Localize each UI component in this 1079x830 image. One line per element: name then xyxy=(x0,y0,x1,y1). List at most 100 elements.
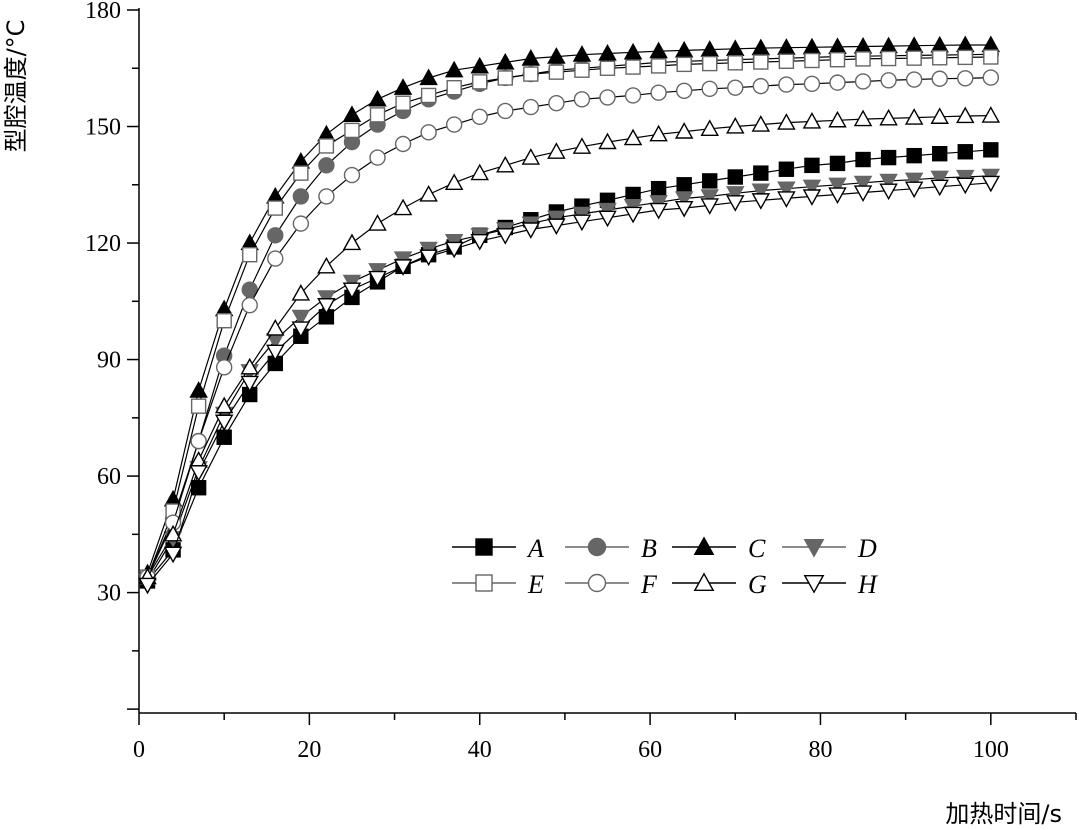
data-point-G xyxy=(291,284,311,301)
data-point-F xyxy=(292,215,310,232)
data-point-F xyxy=(215,359,233,376)
data-point-F xyxy=(445,116,463,133)
data-point-G xyxy=(802,111,822,129)
data-point-G xyxy=(317,256,336,274)
series-line-C xyxy=(146,44,991,574)
data-point-F xyxy=(854,73,872,90)
data-point-D xyxy=(291,309,311,327)
legend-item-C: C xyxy=(672,534,766,563)
data-point-G xyxy=(828,110,847,128)
data-point-A xyxy=(932,146,948,162)
data-point-D xyxy=(904,172,924,190)
data-point-C xyxy=(189,381,208,398)
data-point-C xyxy=(623,42,643,60)
series-E xyxy=(139,49,999,585)
data-point-G xyxy=(368,214,387,231)
axes: 0 20 40 60 80 100 30 60 90 120 150 180 xyxy=(85,0,1077,763)
data-point-D xyxy=(700,189,719,206)
series-line-D xyxy=(146,175,991,582)
data-point-C xyxy=(726,39,745,56)
data-point-C xyxy=(700,40,719,57)
data-point-F xyxy=(701,80,718,98)
data-point-G xyxy=(649,124,668,142)
legend-marker xyxy=(693,572,715,592)
data-point-C xyxy=(444,60,464,78)
data-point-F xyxy=(318,188,335,205)
series-line-H xyxy=(147,182,991,586)
y-tick-label: 90 xyxy=(97,348,121,374)
data-point-E xyxy=(753,54,769,70)
series-F xyxy=(139,69,1000,586)
data-point-G xyxy=(981,106,1001,123)
data-point-H xyxy=(163,546,183,564)
data-point-D xyxy=(726,186,745,203)
data-point-C xyxy=(674,40,694,58)
data-point-E xyxy=(216,313,232,329)
data-point-E xyxy=(446,79,462,96)
legend-item-A: A xyxy=(452,534,544,563)
legend-marker xyxy=(587,573,607,593)
data-point-E xyxy=(293,165,309,181)
data-point-C xyxy=(904,36,924,53)
data-point-C xyxy=(419,68,438,86)
data-point-H xyxy=(547,218,566,236)
data-point-H xyxy=(138,577,157,595)
x-tick-label: 100 xyxy=(973,737,1009,763)
data-point-E xyxy=(855,51,871,67)
legend: A B C D E F G H xyxy=(452,534,878,599)
data-point-D xyxy=(853,175,873,193)
data-point-C xyxy=(930,35,949,53)
data-point-D xyxy=(777,181,796,199)
data-point-A xyxy=(753,165,769,181)
data-point-H xyxy=(802,189,822,206)
data-point-F xyxy=(931,70,948,87)
data-point-E xyxy=(880,50,897,67)
x-tick-label: 20 xyxy=(297,737,321,763)
data-point-H xyxy=(189,465,208,482)
data-point-E xyxy=(599,60,616,76)
data-point-H xyxy=(674,200,694,218)
legend-label: C xyxy=(748,534,766,563)
series-line-G xyxy=(146,115,991,578)
data-point-F xyxy=(241,296,258,314)
data-point-F xyxy=(803,75,821,92)
data-point-C xyxy=(368,89,387,107)
data-point-C xyxy=(547,47,566,64)
data-point-H xyxy=(649,202,668,220)
series-H xyxy=(138,175,1001,595)
legend-item-H: H xyxy=(782,570,878,599)
data-point-E xyxy=(242,246,258,263)
legend-marker xyxy=(693,536,715,556)
data-point-D xyxy=(828,177,847,195)
data-point-F xyxy=(624,87,642,104)
data-point-F xyxy=(982,69,1000,86)
data-point-H xyxy=(598,210,617,228)
data-point-B xyxy=(267,227,284,244)
data-point-G xyxy=(163,524,183,542)
data-point-H xyxy=(470,233,489,251)
data-point-H xyxy=(496,228,515,245)
legend-marker xyxy=(803,538,825,558)
legend-label: E xyxy=(527,570,544,599)
legend-marker xyxy=(803,574,825,594)
data-point-E xyxy=(395,95,411,111)
legend-marker xyxy=(587,537,607,557)
series-line-A xyxy=(147,149,991,582)
data-point-E xyxy=(548,64,565,80)
data-point-H xyxy=(444,241,464,259)
data-point-G xyxy=(266,318,285,336)
data-point-E xyxy=(267,200,283,216)
data-point-F xyxy=(829,74,846,91)
data-point-E xyxy=(983,49,999,65)
series-line-B xyxy=(146,53,991,578)
data-point-A xyxy=(957,144,973,160)
data-point-F xyxy=(880,72,897,89)
data-point-E xyxy=(957,49,973,66)
data-point-C xyxy=(956,35,975,53)
data-point-G xyxy=(956,106,975,124)
data-point-F xyxy=(343,166,361,184)
data-point-E xyxy=(190,398,207,414)
data-point-F xyxy=(267,250,284,267)
data-point-D xyxy=(930,170,949,188)
y-tick-label: 180 xyxy=(85,0,121,24)
